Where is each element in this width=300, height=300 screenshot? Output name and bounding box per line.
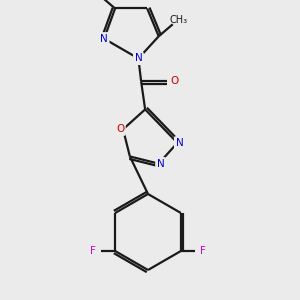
Text: N: N xyxy=(176,138,183,148)
Text: F: F xyxy=(200,246,206,256)
Text: F: F xyxy=(90,246,96,256)
Text: N: N xyxy=(134,53,142,64)
Text: O: O xyxy=(116,124,124,134)
Text: N: N xyxy=(100,34,108,44)
Text: O: O xyxy=(170,76,178,86)
Text: N: N xyxy=(157,159,164,169)
Text: CH₃: CH₃ xyxy=(169,15,188,25)
